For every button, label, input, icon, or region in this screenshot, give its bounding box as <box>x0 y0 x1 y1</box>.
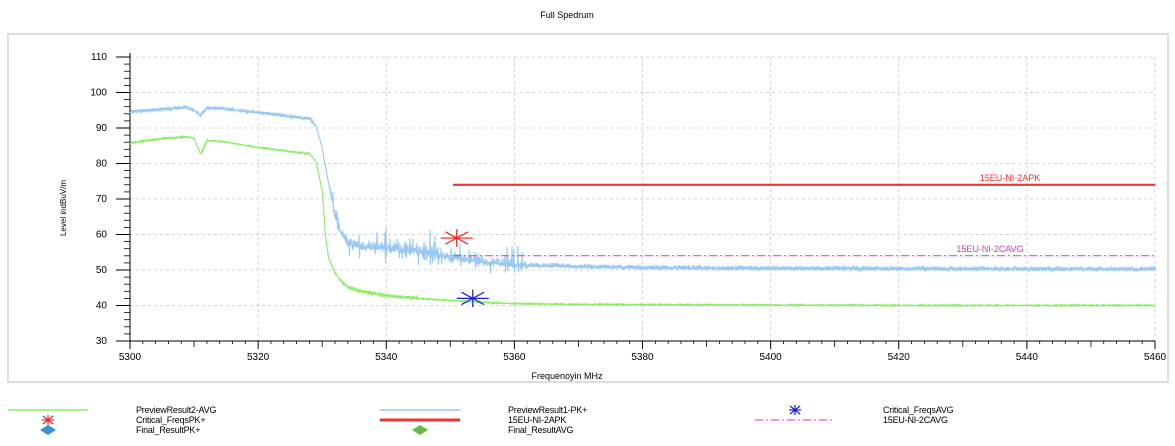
series-line-previewresult2-avg <box>129 134 1156 308</box>
legend-item: Final_ResultAVG <box>380 424 574 436</box>
y-tick-label: 90 <box>96 123 108 134</box>
legend-label: Final_ResultAVG <box>508 425 574 435</box>
x-tick-label: 5420 <box>888 352 911 363</box>
critical-marker-critical-freqsavg <box>456 289 489 308</box>
star-stroke <box>461 291 485 306</box>
star-stroke <box>445 231 469 245</box>
y-tick-label: 70 <box>96 194 108 205</box>
x-tick-label: 5300 <box>119 352 142 363</box>
legend-symbol-star <box>755 404 835 416</box>
x-tick-label: 5400 <box>760 352 783 363</box>
x-tick-label: 5360 <box>503 352 526 363</box>
legend-symbol-diamond <box>380 424 460 436</box>
grid-lines <box>130 56 1156 341</box>
y-tick-label: 30 <box>96 336 108 347</box>
chart-title: Full Spedrum <box>540 10 594 20</box>
x-tick-label: 5440 <box>1016 352 1039 363</box>
legend-label: Critical_FreqsAVG <box>883 405 954 415</box>
chart-legend: PreviewResult2-AVG PreviewResult1-PK+ Crit… <box>0 400 1175 446</box>
legend-symbol-thickline <box>380 414 460 426</box>
critical-marker-critical-freqspk- <box>440 229 473 247</box>
marker-layer <box>440 229 489 308</box>
x-tick-label: 5380 <box>631 352 654 363</box>
legend-item: 15EU-NI-2CAVG <box>755 414 948 426</box>
legend-item: Critical_FreqsAVG <box>755 404 954 416</box>
limit-label: 15EU-NI-2CAVG <box>956 244 1023 254</box>
legend-label: Final_ResultPK+ <box>136 425 201 435</box>
legend-symbol-line <box>8 404 88 416</box>
legend-label: Critical_FreqsPK+ <box>136 415 206 425</box>
legend-item: Critical_FreqsPK+ <box>8 414 206 426</box>
y-tick-label: 50 <box>96 265 108 276</box>
y-tick-label: 40 <box>96 301 108 312</box>
legend-item: PreviewResult2-AVG <box>8 404 216 416</box>
y-tick-label: 60 <box>96 230 108 241</box>
limit-label: 15EU-NI-2APK <box>980 173 1041 183</box>
x-tick-label: 5340 <box>375 352 398 363</box>
legend-item: 15EU-NI-2APK <box>380 414 566 426</box>
y-tick-label: 80 <box>96 159 108 170</box>
legend-item: Final_ResultPK+ <box>8 424 200 436</box>
chart-canvas: Full Spedrum 30 40 50 60 70 80 90 100 110 5300 532… <box>7 10 1169 383</box>
legend-symbol-dashdot <box>755 414 835 426</box>
x-axis-label: Frequenoyin MHz <box>531 371 603 381</box>
legend-label: 15EU-NI-2CAVG <box>883 415 948 425</box>
y-axis-label: Level indBuV/m <box>59 180 68 236</box>
legend-symbol-star <box>8 414 88 426</box>
series-line-previewresult1-pk- <box>129 104 1157 274</box>
y-tick-label: 100 <box>90 88 107 99</box>
legend-symbol-line <box>380 404 460 416</box>
legend-item: PreviewResult1-PK+ <box>380 404 587 416</box>
series-layer: 15EU-NI-2APK 15EU-NI-2CAVG <box>129 104 1157 308</box>
legend-label: 15EU-NI-2APK <box>508 415 567 425</box>
x-tick-label: 5460 <box>1144 352 1167 363</box>
axes: 30 40 50 60 70 80 90 100 110 5300 5320 5340 5360 5380… <box>90 52 1166 363</box>
y-tick-label: 110 <box>91 52 107 63</box>
legend-label: PreviewResult1-PK+ <box>508 405 588 415</box>
chart-frame <box>7 33 1169 383</box>
x-tick-label: 5320 <box>247 352 270 363</box>
legend-label: PreviewResult2-AVG <box>136 405 217 415</box>
legend-symbol-diamond <box>8 424 88 436</box>
